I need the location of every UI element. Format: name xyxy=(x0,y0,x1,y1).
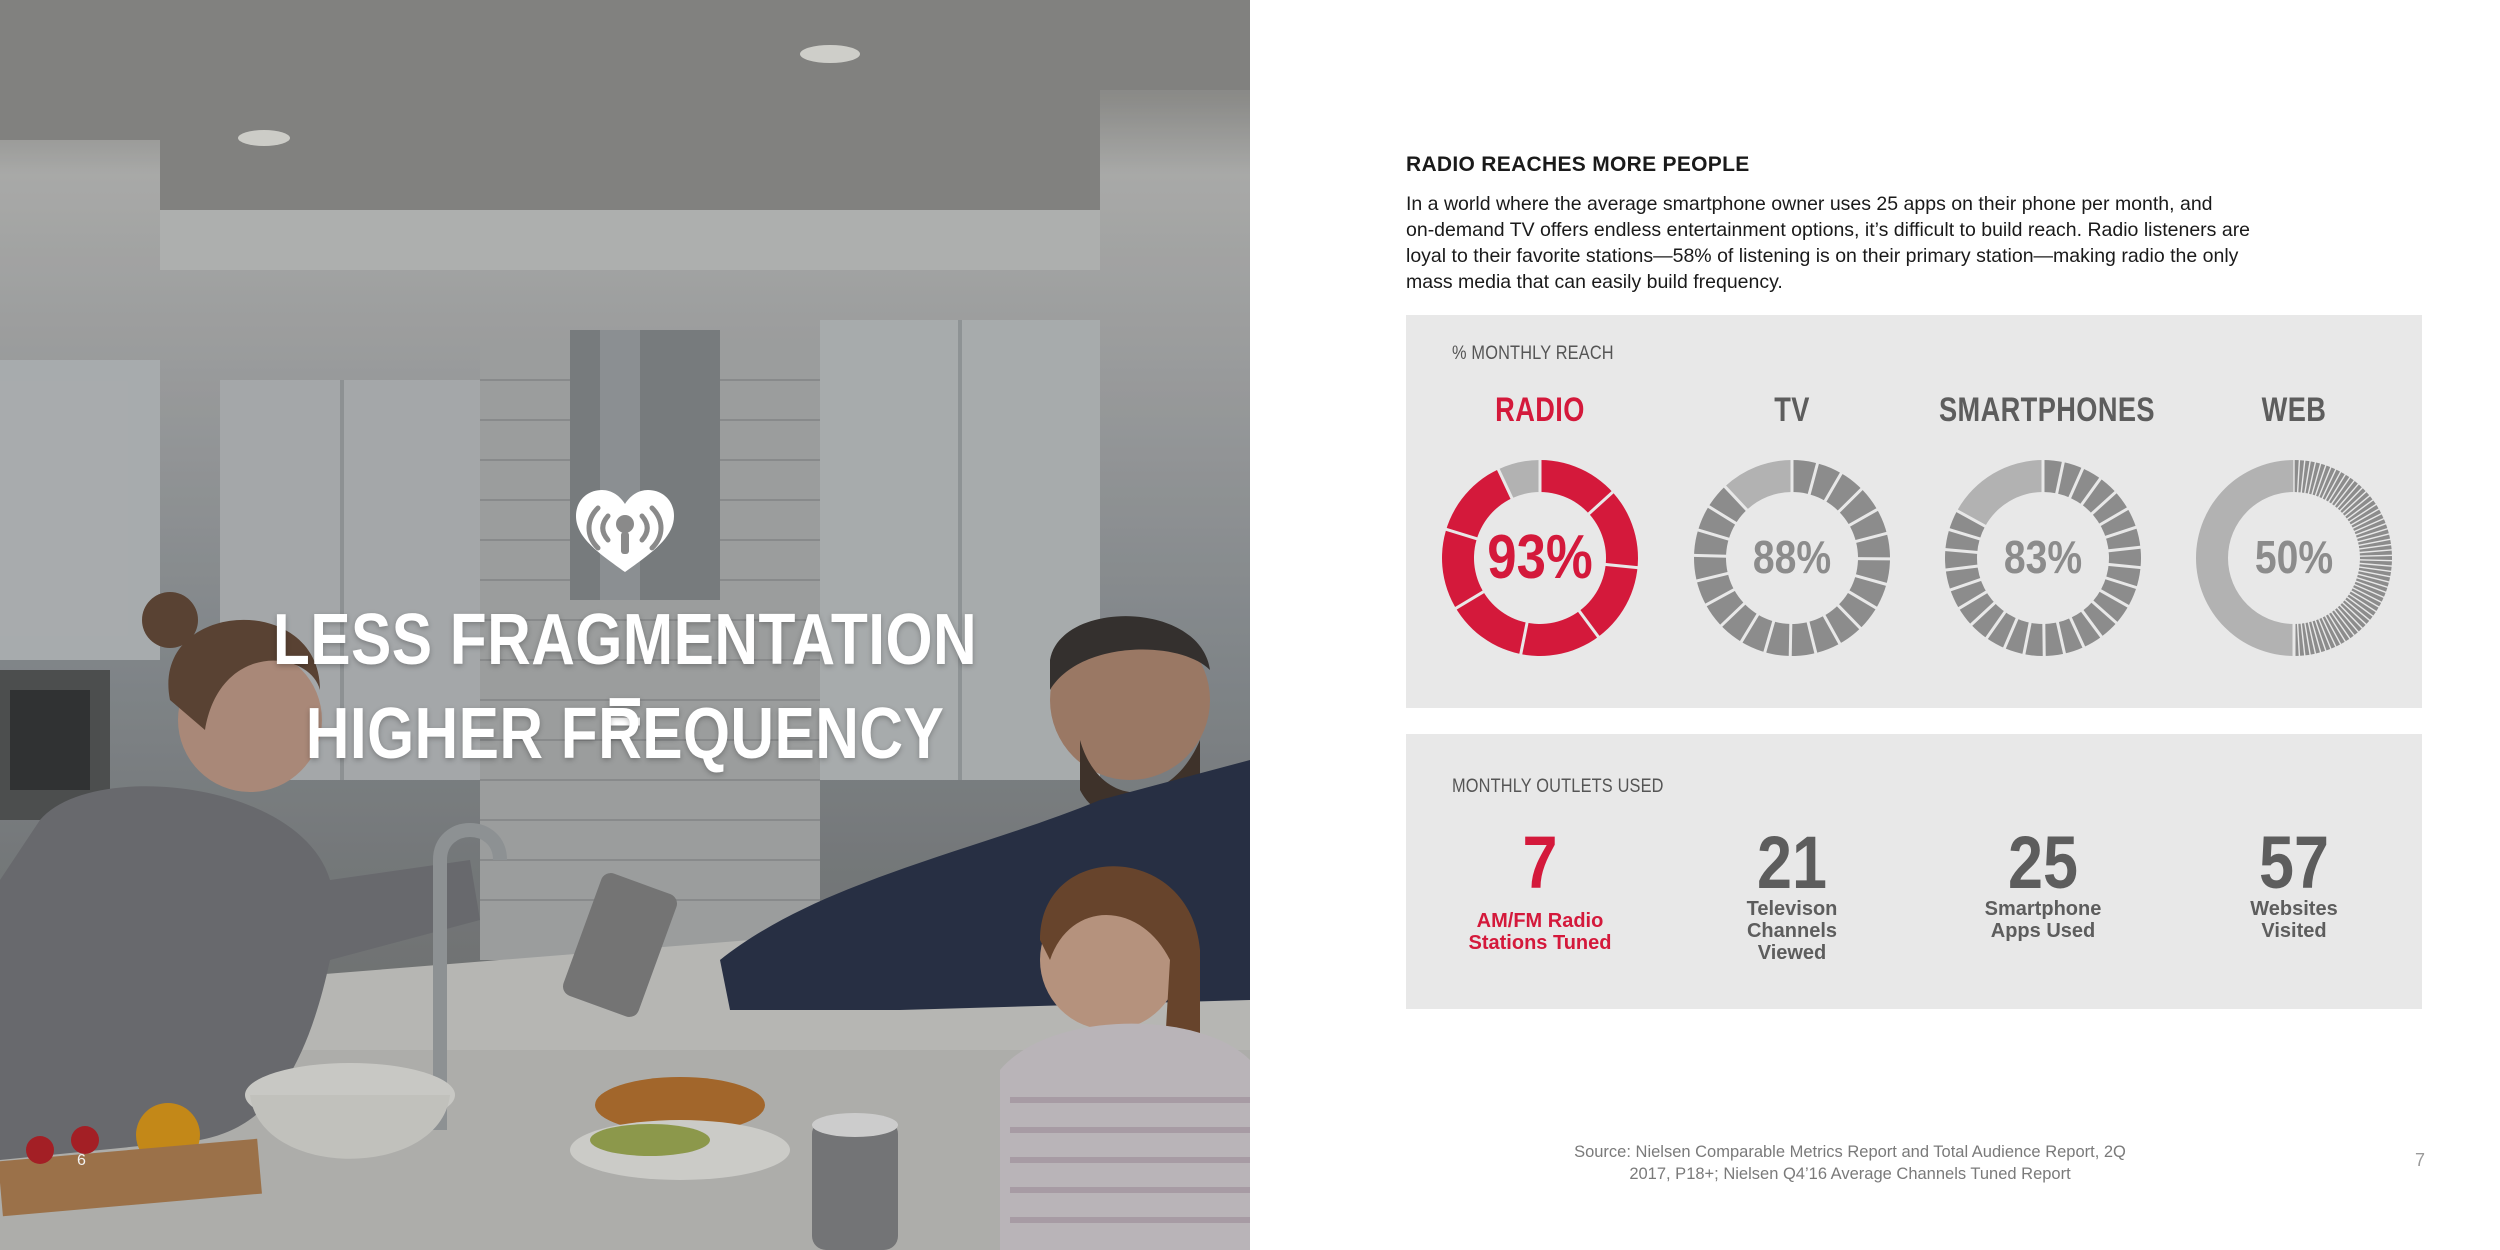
iheart-logo-icon xyxy=(576,490,674,572)
category-label-radio: RADIO xyxy=(1495,391,1585,429)
source-line: Source: Nielsen Comparable Metrics Repor… xyxy=(1574,1143,2126,1161)
outlet-count-2: 21 xyxy=(1757,821,1827,904)
outlet-label-3: Smartphone Apps Used xyxy=(1933,898,2153,942)
category-label-smartphones: SMARTPHONES xyxy=(1939,391,2155,429)
outlet-label-line: Apps Used xyxy=(1990,920,2096,942)
outlet-label-2: Televison Channels Viewed xyxy=(1682,898,1902,964)
outlet-label-4: Websites Visited xyxy=(2184,898,2404,942)
source-line: 2017, P18+; Nielsen Q4’16 Average Channe… xyxy=(1629,1165,2071,1183)
donut-segment-dividers-smartphones xyxy=(1944,459,2142,658)
donut-remainder-arc-tv xyxy=(1724,460,1792,510)
donut-filled-arc-web xyxy=(2294,460,2392,656)
outlet-label-line: Smartphone xyxy=(1984,898,2102,920)
outlet-label-line: AM/FM Radio xyxy=(1476,910,1604,932)
donut-segment-dividers-radio xyxy=(1444,459,1639,656)
percent-label-web: 50% xyxy=(2254,531,2334,583)
percent-label-smartphones: 83% xyxy=(2003,531,2083,583)
outlet-label-line: Websites xyxy=(2250,898,2338,920)
outlet-count-3: 25 xyxy=(2008,821,2078,904)
category-label-tv: TV xyxy=(1774,391,1810,429)
reach-donut-chart xyxy=(1442,459,2393,658)
outlet-label-line: Visited xyxy=(2261,920,2327,942)
monthly-reach-label: % MONTHLY REACH xyxy=(1452,343,1614,364)
outlet-label-line: Viewed xyxy=(1757,942,1827,964)
headline-line-1: LESS FRAGMENTATION = xyxy=(272,600,978,752)
outlet-label-line: Stations Tuned xyxy=(1468,932,1612,954)
intro-line: on-demand TV offers endless entertainmen… xyxy=(1406,219,2251,241)
donut-segment-dividers-web xyxy=(2292,459,2393,657)
photo-overlay xyxy=(0,0,1250,1250)
headline-line-2: HIGHER FREQUENCY xyxy=(305,694,945,774)
intro-paragraph: In a world where the average smartphone … xyxy=(1406,191,2366,295)
percent-label-radio: 93% xyxy=(1487,523,1593,592)
intro-line: loyal to their favorite stations—58% of … xyxy=(1406,245,2239,267)
outlet-count-1: 7 xyxy=(1522,821,1558,904)
content-page: RADIO REACHES MORE PEOPLE In a world whe… xyxy=(1250,0,2500,1250)
monthly-outlets-label: MONTHLY OUTLETS USED xyxy=(1452,776,1664,797)
donut-filled-arc-smartphones xyxy=(1945,460,2141,656)
monthly-reach-panel: % MONTHLY REACH RADIO 93% TV 88% SMARTPHONES… xyxy=(1406,315,2422,708)
intro-line: mass media that can easily build frequen… xyxy=(1406,271,1783,293)
page-number-left: 6 xyxy=(77,1152,86,1169)
photo-page: LESS FRAGMENTATION = HIGHER FREQUENCY 6 xyxy=(0,0,1250,1250)
outlet-label-line: Channels xyxy=(1746,920,1838,942)
donut-remainder-arc-smartphones xyxy=(1957,460,2043,527)
outlet-label-1: AM/FM Radio Stations Tuned xyxy=(1430,910,1650,954)
page-number-right: 7 xyxy=(2415,1150,2426,1170)
donut-filled-arc-radio xyxy=(1442,460,1638,656)
kitchen-photo xyxy=(0,0,1250,1250)
intro-line: In a world where the average smartphone … xyxy=(1406,193,2213,215)
donut-segment-dividers-tv xyxy=(1692,459,1892,658)
category-label-web: WEB xyxy=(2261,391,2327,429)
percent-label-tv: 88% xyxy=(1752,531,1832,583)
outlet-label-line: Televison xyxy=(1746,898,1838,920)
monthly-outlets-panel: MONTHLY OUTLETS USED 7 AM/FM Radio Station… xyxy=(1406,734,2422,1009)
source-note: Source: Nielsen Comparable Metrics Repor… xyxy=(1560,1141,2140,1185)
section-title: RADIO REACHES MORE PEOPLE xyxy=(1406,153,1750,176)
donut-remainder-arc-web xyxy=(2195,460,2294,656)
outlet-count-4: 57 xyxy=(2259,821,2329,904)
